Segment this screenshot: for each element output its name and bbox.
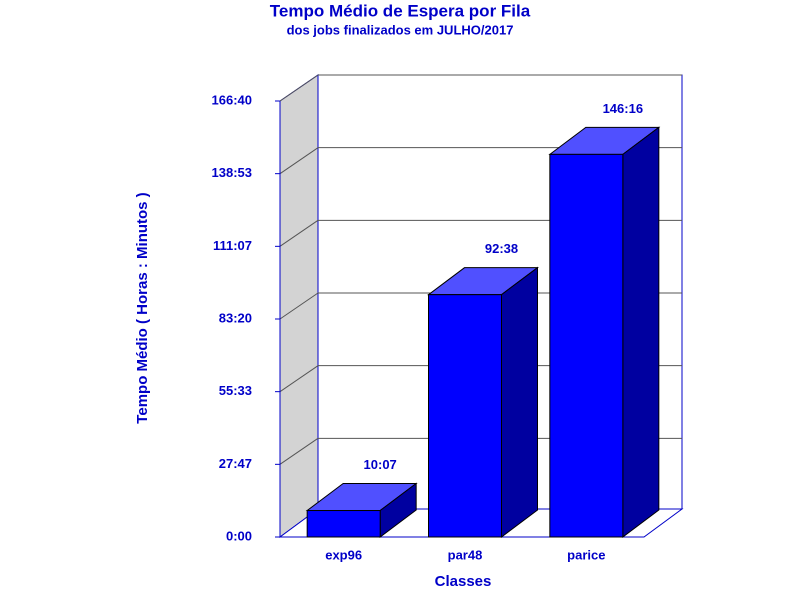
grid-line — [279, 365, 319, 393]
bar — [549, 153, 624, 538]
grid-line — [279, 219, 319, 247]
x-tick-label: parice — [567, 547, 605, 562]
y-tick-label: 83:20 — [219, 310, 252, 325]
bar — [428, 294, 502, 538]
y-axis-label: Tempo Médio ( Horas : Minutos ) — [134, 192, 151, 423]
value-label: 10:07 — [364, 457, 397, 472]
x-axis-label: Classes — [435, 573, 492, 590]
grid-line — [279, 292, 319, 320]
chart-subtitle: dos jobs finalizados em JULHO/2017 — [287, 22, 514, 37]
bar-side — [501, 266, 538, 538]
y-tick-label: 27:47 — [219, 456, 252, 471]
chart-title: Tempo Médio de Espera por Fila — [270, 1, 531, 20]
value-label: 146:16 — [603, 101, 643, 116]
y-tick-label: 166:40 — [212, 92, 252, 107]
y-tick-label: 138:53 — [212, 165, 252, 180]
y-tick-label: 0:00 — [226, 528, 252, 543]
grid-line — [279, 74, 319, 102]
grid-line — [279, 437, 319, 465]
y-tick-label: 55:33 — [219, 383, 252, 398]
y-tick-label: 111:07 — [213, 238, 252, 253]
x-tick-label: par48 — [448, 547, 483, 562]
x-tick-label: exp96 — [325, 547, 362, 562]
bar — [306, 510, 381, 538]
bar-side — [622, 126, 660, 538]
grid-line — [279, 147, 319, 175]
value-label: 92:38 — [485, 241, 518, 256]
